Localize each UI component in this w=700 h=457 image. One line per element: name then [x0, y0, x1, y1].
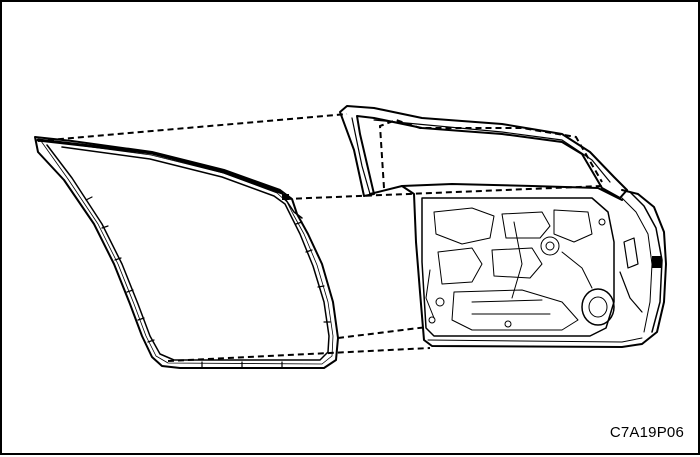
- door-window-frame: [339, 105, 628, 199]
- seal-inner-edge: [46, 144, 330, 361]
- door-mechanism: [425, 207, 606, 331]
- seal-outer-edge: [34, 136, 339, 369]
- alignment-line-bottom: [167, 347, 431, 362]
- seal-center-rib: [40, 140, 334, 365]
- door-assembly: [339, 105, 667, 348]
- weatherstrip-seal: [34, 136, 339, 369]
- seal-top-strip: [36, 138, 284, 195]
- figure-code: C7A19P06: [609, 424, 684, 441]
- door-belt-line: [369, 183, 623, 201]
- door-speaker: [581, 288, 615, 326]
- alignment-line-top: [37, 113, 348, 142]
- door-outer-shell: [401, 185, 667, 348]
- door-inner-panel: [421, 197, 615, 337]
- door-latch: [619, 237, 662, 313]
- alignment-line-lower: [337, 326, 428, 339]
- alignment-line-middle: [285, 185, 603, 200]
- seal-clips: [85, 196, 331, 368]
- seal-corner-clip: [282, 194, 289, 200]
- alignment-window-outline: [378, 118, 603, 189]
